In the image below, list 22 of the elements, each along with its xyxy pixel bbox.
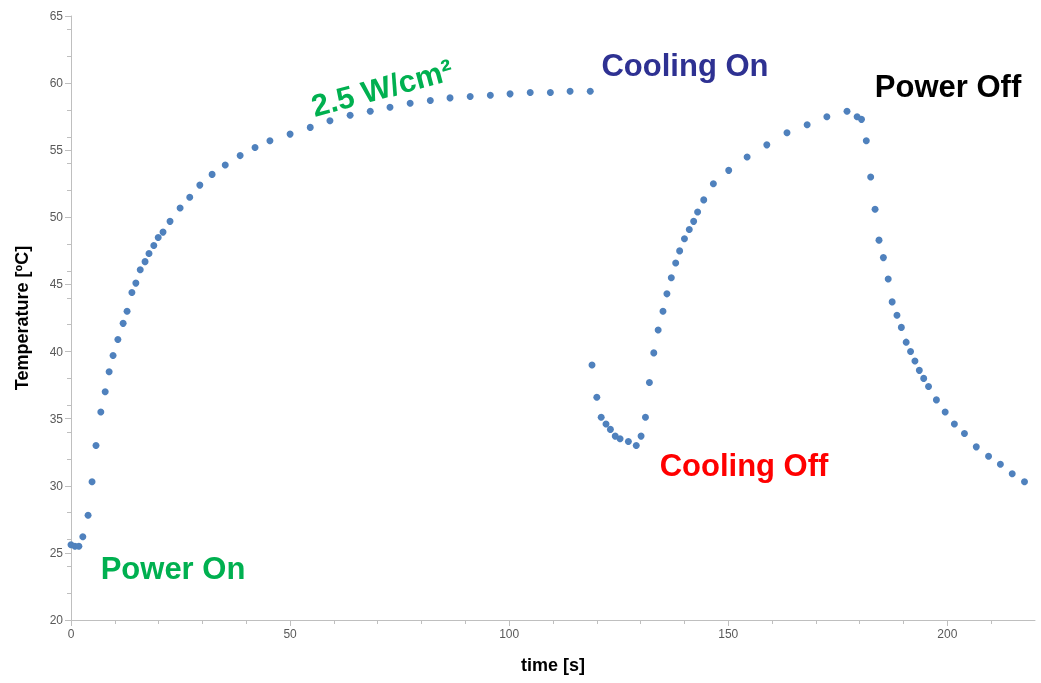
x-tick-label: 200 <box>937 627 958 641</box>
y-tick-label: 45 <box>49 277 64 292</box>
y-tick-label: 65 <box>49 9 64 23</box>
y-tick-label: 20 <box>49 613 64 627</box>
y-tick-label: 50 <box>49 210 64 225</box>
x-tick-label: 0 <box>67 627 75 641</box>
x-tick-label: 50 <box>283 627 298 641</box>
annotation: Cooling Off <box>659 447 830 483</box>
x-axis-title: time [s] <box>520 655 586 675</box>
y-tick-label: 35 <box>49 411 64 426</box>
y-tick-label: 30 <box>49 478 64 493</box>
y-tick-label: 40 <box>49 344 64 359</box>
annotation: 2.5 W/cm² <box>307 52 457 124</box>
annotation: Power On <box>100 550 246 586</box>
y-tick-label: 55 <box>49 143 64 158</box>
annotation: Power Off <box>874 68 1022 104</box>
y-tick-label: 60 <box>49 76 64 91</box>
y-tick-label: 25 <box>49 545 64 560</box>
x-tick-label: 100 <box>499 627 520 641</box>
annotation: Cooling On <box>601 47 769 83</box>
x-tick-label: 150 <box>718 627 739 641</box>
y-axis-title: Temperature [ºC] <box>12 245 32 391</box>
